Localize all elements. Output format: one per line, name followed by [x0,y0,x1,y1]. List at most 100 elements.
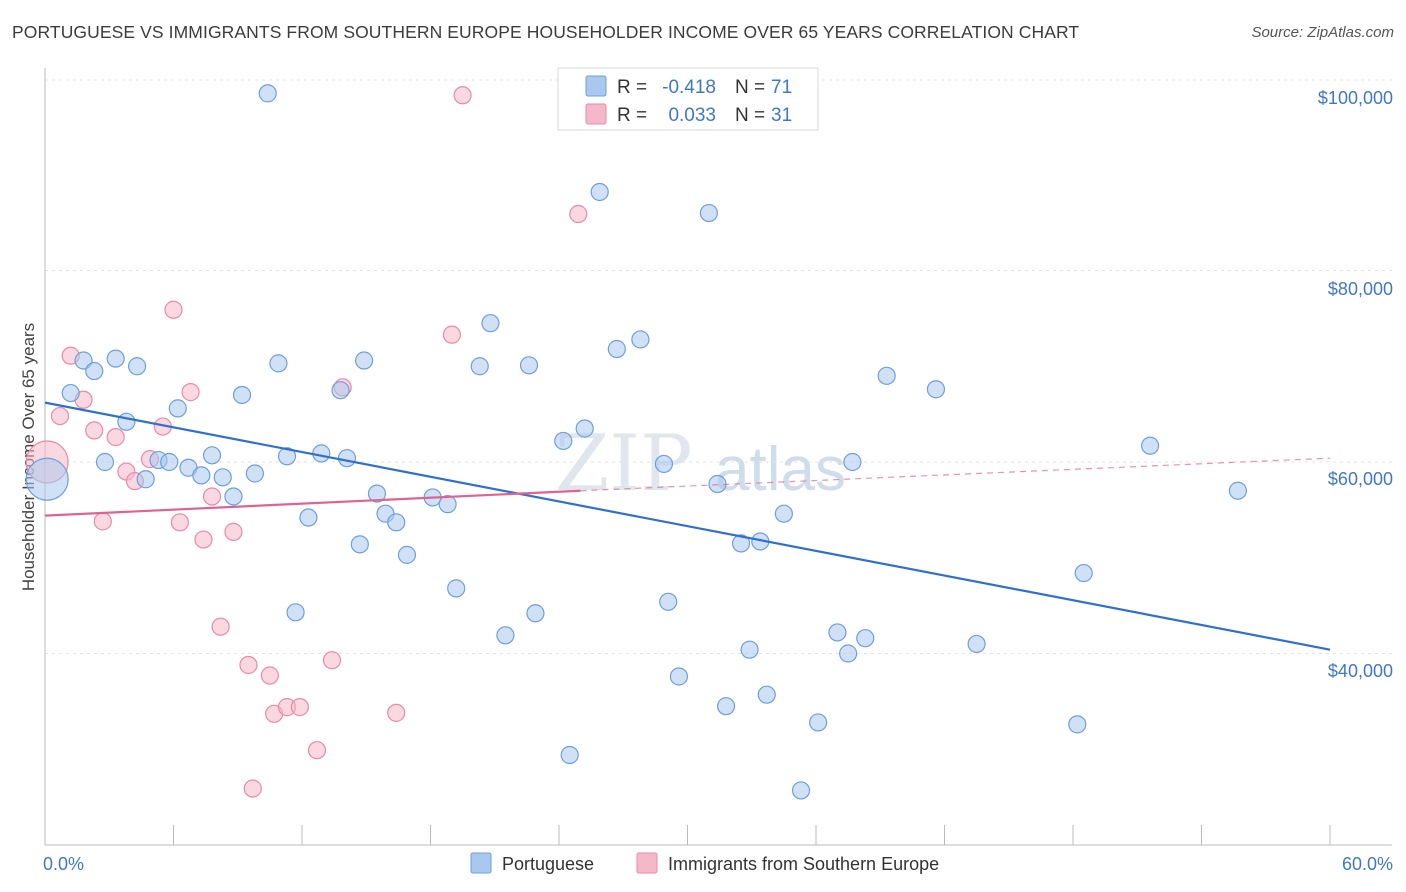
portuguese-point [331,381,350,400]
immigrants-point [170,513,190,532]
portuguese-point [877,366,896,385]
portuguese-point [1068,715,1087,734]
y-tick-label-40000: $40,000 [1328,661,1393,681]
portuguese-point [470,357,489,376]
portuguese-point [654,454,674,474]
portuguese-point [127,357,147,376]
portuguese-point [631,330,650,349]
immigrants-point [93,512,112,531]
portuguese-point [791,781,811,800]
immigrants-point [322,651,342,670]
portuguese-point [337,449,357,468]
immigrants-point [106,428,125,447]
legend-r-label-1: R = [617,77,647,98]
portuguese-point [312,444,331,463]
portuguese-point [590,182,609,202]
legend-n-value-1: 71 [771,77,792,98]
portuguese-point [25,457,69,501]
portuguese-point [926,380,946,399]
portuguese-point [809,713,828,732]
portuguese-point [136,470,155,489]
legend-r-value-2: 0.033 [668,105,716,126]
immigrants-trend-line [44,489,581,517]
portuguese-point [659,592,678,611]
portuguese-point [740,640,759,659]
immigrants-point [181,383,200,402]
legend-r-value-1: -0.418 [662,77,716,98]
immigrants-points [25,86,588,798]
gridlines [45,79,1392,654]
immigrants-point [260,666,279,685]
stats-legend: R = -0.418 N = 71 R = 0.033 N = 31 [557,67,819,131]
source-label: Source: ZipAtlas.com [1251,24,1394,41]
immigrants-trend-line-extrapolated [580,457,1331,492]
portuguese-point [496,626,515,645]
immigrants-point [307,741,327,760]
portuguese-point [350,535,369,554]
immigrants-point [442,325,462,344]
bottom-legend-label-immigrants: Immigrants from Southern Europe [668,854,939,874]
portuguese-point [560,745,579,765]
portuguese-point [607,339,626,359]
portuguese-point [731,534,751,553]
portuguese-point [828,623,847,642]
legend-n-label-1: N = [735,77,765,98]
portuguese-point [355,351,374,370]
portuguese-point [269,354,288,373]
y-tick-label-80000: $80,000 [1328,279,1393,299]
x-axis-ticks [44,825,1331,845]
legend-n-value-2: 31 [771,105,792,126]
watermark-atlas: atlas [715,435,846,504]
portuguese-point [438,495,457,514]
portuguese-point [95,452,115,472]
immigrants-point [202,487,222,506]
portuguese-point [224,487,243,506]
portuguese-point [447,579,466,598]
portuguese-point [481,314,500,333]
portuguese-point [160,452,179,472]
portuguese-point [192,466,211,485]
portuguese-point [757,685,776,704]
portuguese-point [716,697,736,716]
portuguese-point [367,484,387,503]
legend-r-label-2: R = [617,105,647,126]
portuguese-point [699,203,719,223]
x-tick-max: 60.0% [1342,854,1393,874]
immigrants-point [290,698,309,717]
portuguese-point [397,545,417,564]
portuguese-point [213,468,232,487]
portuguese-point [856,629,875,648]
portuguese-point [117,412,136,431]
portuguese-point [85,361,104,381]
portuguese-point [106,349,125,368]
portuguese-point [202,446,222,465]
portuguese-point [1228,481,1248,500]
immigrants-point [569,204,588,224]
portuguese-trend-line [44,401,1331,651]
portuguese-points [25,84,1248,800]
bottom-legend-swatch-portuguese [470,852,492,874]
legend-swatch-immigrants [585,103,607,125]
immigrants-point [387,703,406,722]
y-tick-label-100000: $100,000 [1318,88,1393,108]
y-tick-label-60000: $60,000 [1328,469,1393,489]
bottom-legend-label-portuguese: Portuguese [502,854,594,874]
portuguese-point [967,634,986,654]
portuguese-point [387,513,406,532]
portuguese-point [245,464,264,483]
portuguese-point [554,431,573,451]
immigrants-point [194,530,213,549]
trend-lines [44,401,1331,651]
immigrants-point [224,522,243,541]
portuguese-point [299,508,318,527]
legend-swatch-portuguese [585,75,607,97]
portuguese-point [575,419,594,438]
portuguese-point [1074,563,1093,583]
portuguese-point [526,604,545,623]
immigrants-point [239,655,258,675]
portuguese-point [258,84,277,103]
portuguese-point [277,447,297,466]
y-tick-labels: $40,000 $60,000 $80,000 $100,000 [1318,88,1393,681]
bottom-legend-swatch-immigrants [636,852,658,874]
